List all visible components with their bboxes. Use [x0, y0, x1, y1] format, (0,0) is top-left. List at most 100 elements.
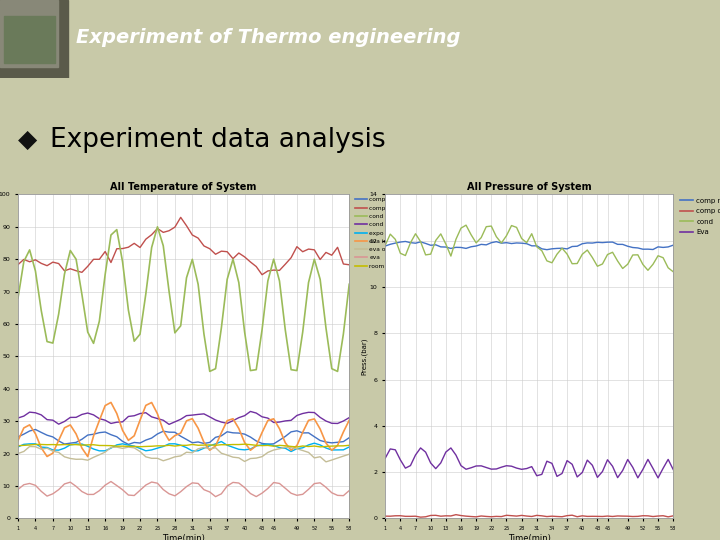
comp out — [659, 512, 667, 519]
room in — [305, 443, 313, 450]
Line: cond in: cond in — [18, 227, 349, 372]
cond — [451, 236, 460, 242]
Line: eva in: eva in — [18, 402, 349, 456]
Eva — [578, 469, 587, 476]
room in — [240, 441, 249, 448]
Legend: comp in, comp out, cond in, cond out, expo in, eva in, eva out, eva, room in: comp in, comp out, cond in, cond out, ex… — [356, 197, 397, 269]
comp out — [381, 513, 390, 519]
eva in — [333, 442, 342, 449]
comp out — [603, 513, 612, 519]
cond — [659, 254, 667, 261]
comp n — [603, 239, 612, 245]
comp in — [305, 430, 313, 436]
cond out — [165, 421, 174, 428]
eva — [345, 488, 354, 494]
eva — [269, 480, 278, 486]
cond out — [305, 409, 313, 416]
comp out — [333, 244, 342, 251]
cond in — [153, 224, 162, 230]
cond — [381, 242, 390, 248]
cond out — [14, 415, 22, 421]
eva in — [305, 417, 313, 423]
comp in — [101, 429, 109, 435]
expo in — [287, 448, 295, 455]
cond in — [305, 279, 313, 286]
comp out — [14, 261, 22, 268]
comp out — [669, 512, 678, 519]
Line: comp out: comp out — [18, 218, 349, 275]
eva in — [101, 402, 109, 409]
Eva — [451, 452, 460, 458]
Y-axis label: Press.(bar): Press.(bar) — [361, 338, 367, 375]
comp out — [95, 256, 104, 262]
eva out — [333, 455, 342, 461]
Line: eva: eva — [18, 482, 349, 497]
Eva — [654, 475, 662, 481]
cond in — [345, 281, 354, 287]
comp n — [669, 242, 678, 248]
eva out — [345, 451, 354, 457]
comp n — [381, 243, 390, 249]
comp n — [456, 244, 465, 251]
expo in — [95, 448, 104, 454]
comp in — [345, 435, 354, 441]
room in — [89, 442, 98, 448]
cond — [446, 253, 455, 259]
eva out — [322, 458, 330, 465]
Eva — [381, 455, 390, 462]
comp out — [89, 256, 98, 262]
Eva — [456, 462, 465, 469]
comp n — [659, 244, 667, 251]
comp out — [269, 267, 278, 273]
X-axis label: Time(min): Time(min) — [508, 534, 551, 540]
expo in — [333, 447, 342, 453]
cond out — [240, 413, 249, 419]
comp out — [634, 513, 642, 519]
eva out — [95, 451, 104, 458]
eva in — [107, 399, 115, 406]
comp out — [258, 272, 266, 278]
eva out — [101, 449, 109, 455]
comp n — [401, 238, 410, 245]
expo in — [305, 442, 313, 448]
eva out — [14, 450, 22, 457]
cond out — [95, 415, 104, 422]
expo in — [240, 447, 249, 453]
cond in — [95, 318, 104, 325]
comp in — [269, 441, 278, 447]
expo in — [89, 446, 98, 453]
comp in — [31, 426, 40, 433]
cond — [598, 261, 607, 267]
Title: All Pressure of System: All Pressure of System — [467, 182, 592, 192]
comp in — [14, 434, 22, 440]
eva out — [264, 449, 272, 456]
eva — [95, 488, 104, 494]
Bar — [0, 0, 68, 78]
eva — [246, 490, 255, 497]
expo in — [14, 444, 22, 450]
Line: comp n: comp n — [385, 241, 673, 249]
Line: eva out: eva out — [18, 447, 349, 462]
cond — [669, 268, 678, 275]
Text: ◆: ◆ — [18, 129, 37, 152]
eva out — [298, 447, 307, 454]
comp in — [246, 434, 255, 440]
eva — [14, 486, 22, 492]
room in — [292, 444, 301, 450]
comp in — [124, 441, 132, 448]
Line: comp in: comp in — [18, 429, 349, 444]
expo in — [345, 444, 354, 450]
cond in — [205, 368, 214, 375]
eva out — [25, 443, 34, 450]
comp in — [333, 439, 342, 446]
cond — [629, 252, 637, 258]
Bar — [0, 0, 58, 66]
eva — [333, 492, 342, 498]
Text: Experiment of Thermo engineering: Experiment of Thermo engineering — [76, 28, 460, 47]
Line: room in: room in — [18, 444, 349, 447]
cond out — [345, 414, 354, 421]
Line: Eva: Eva — [385, 448, 673, 478]
cond — [462, 222, 470, 228]
eva out — [240, 458, 249, 465]
Eva — [659, 465, 667, 471]
